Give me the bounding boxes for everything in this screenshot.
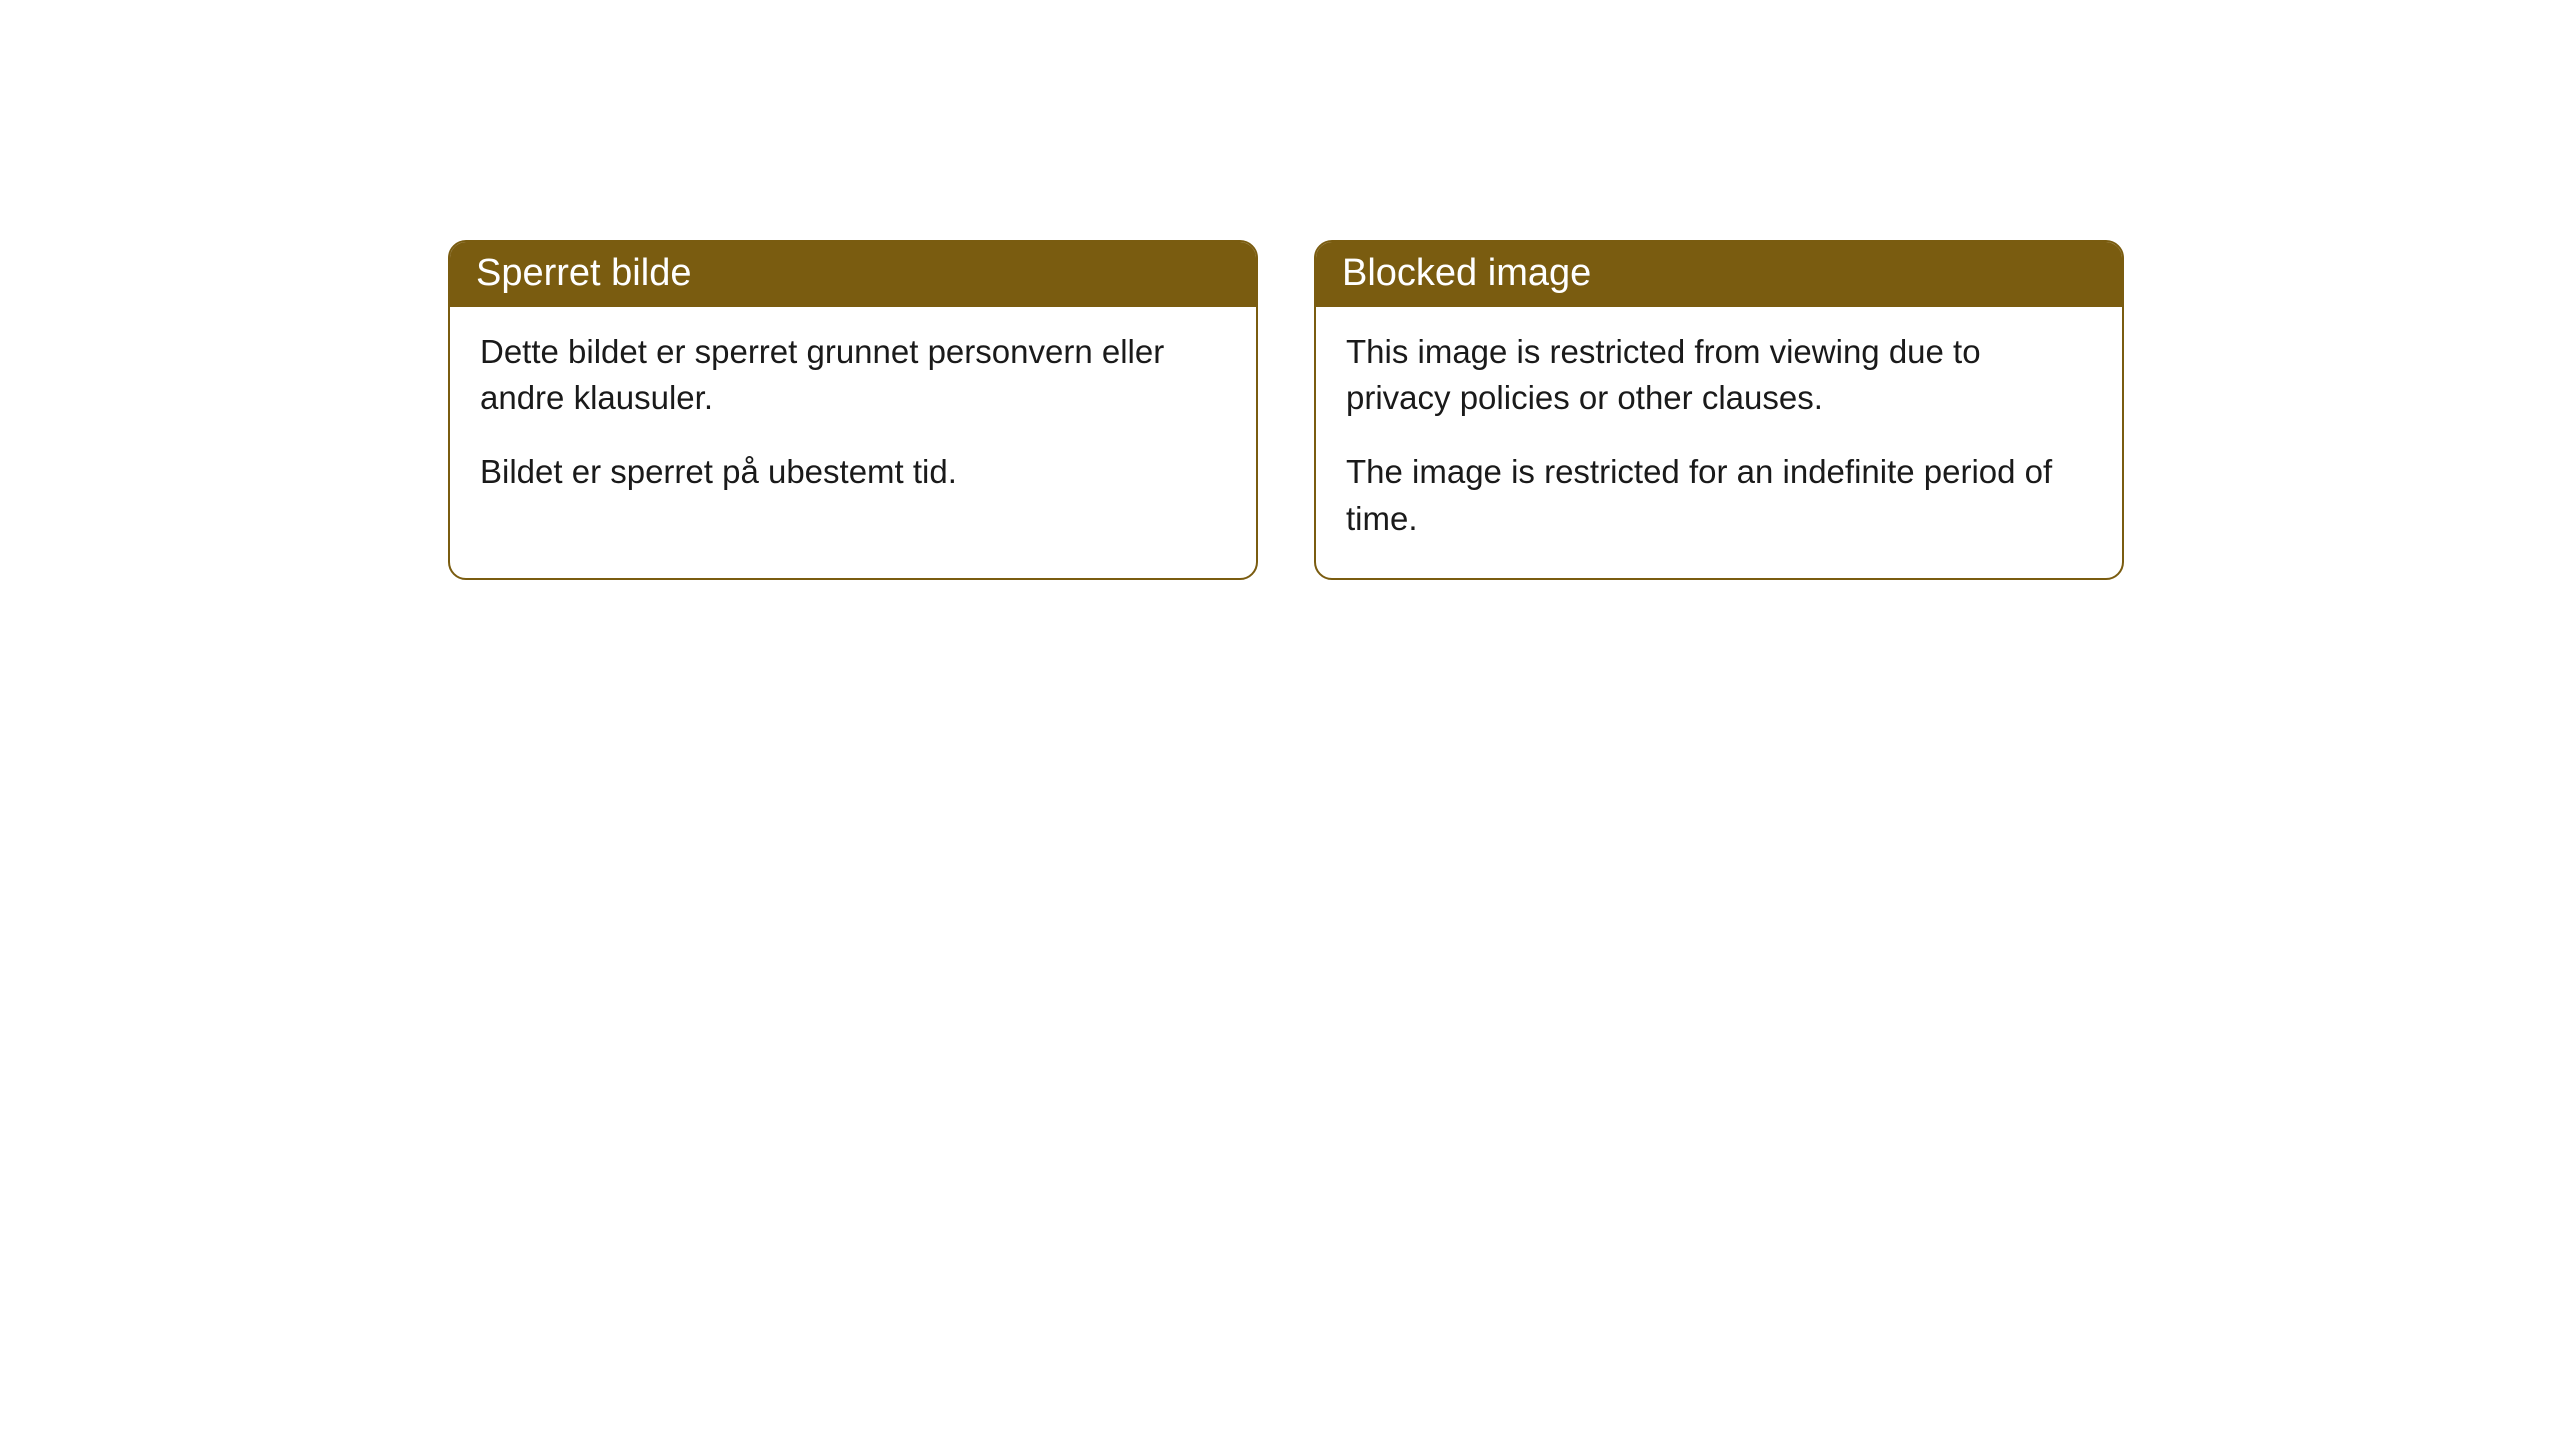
notice-header-right: Blocked image — [1316, 242, 2122, 307]
notice-box-english: Blocked image This image is restricted f… — [1314, 240, 2124, 580]
notice-body-right: This image is restricted from viewing du… — [1316, 307, 2122, 578]
notice-box-norwegian: Sperret bilde Dette bildet er sperret gr… — [448, 240, 1258, 580]
notice-header-left: Sperret bilde — [450, 242, 1256, 307]
notice-paragraph: The image is restricted for an indefinit… — [1346, 449, 2092, 541]
notice-container: Sperret bilde Dette bildet er sperret gr… — [0, 0, 2560, 580]
notice-body-left: Dette bildet er sperret grunnet personve… — [450, 307, 1256, 532]
notice-paragraph: Dette bildet er sperret grunnet personve… — [480, 329, 1226, 421]
notice-paragraph: This image is restricted from viewing du… — [1346, 329, 2092, 421]
notice-paragraph: Bildet er sperret på ubestemt tid. — [480, 449, 1226, 495]
